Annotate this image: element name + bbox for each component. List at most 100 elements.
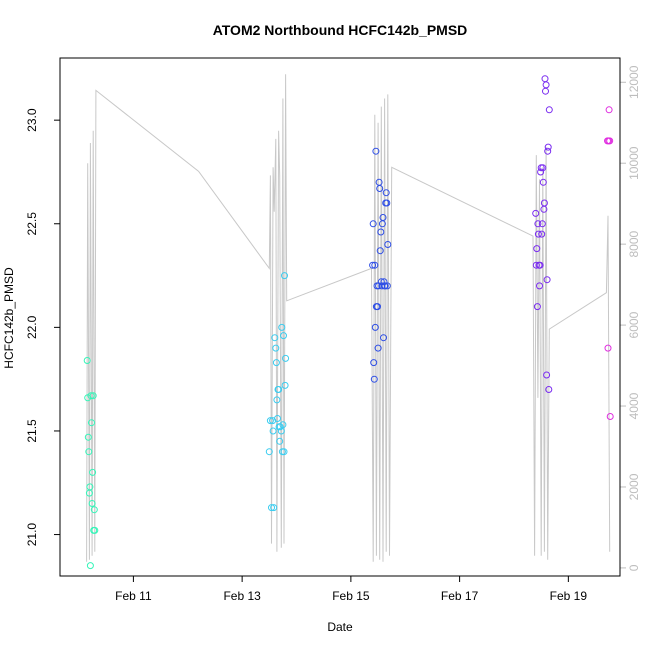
data-point-series-1 xyxy=(86,562,94,570)
y-tick-label: 22.5 xyxy=(25,212,39,236)
data-point-series-3 xyxy=(382,189,390,197)
data-point-series-3 xyxy=(370,359,378,367)
data-point-series-3 xyxy=(379,214,387,221)
data-point-series-3 xyxy=(370,375,378,383)
data-point-series-2 xyxy=(271,334,279,342)
data-point-series-2 xyxy=(277,427,285,435)
data-point-series-4 xyxy=(534,230,542,238)
data-point-series-2 xyxy=(274,415,281,422)
data-point-series-4 xyxy=(541,75,549,83)
data-point-series-2 xyxy=(279,421,287,429)
data-point-series-4 xyxy=(542,81,550,89)
data-point-series-2 xyxy=(272,359,280,367)
data-point-series-4 xyxy=(544,143,552,151)
data-point-series-1 xyxy=(89,468,97,476)
data-point-series-2 xyxy=(281,272,288,280)
data-point-series-4 xyxy=(532,261,540,269)
x-tick-label: Feb 19 xyxy=(550,589,588,603)
data-point-series-2 xyxy=(272,344,280,352)
y2-tick-label: 6000 xyxy=(627,311,641,338)
data-point-series-2 xyxy=(280,448,288,456)
data-point-series-4 xyxy=(545,106,553,114)
data-point-series-3 xyxy=(371,323,379,331)
y2-tick-label: 10000 xyxy=(627,146,641,180)
data-point-series-2 xyxy=(276,437,284,445)
data-point-series-3 xyxy=(378,282,386,290)
data-point-series-4 xyxy=(533,303,541,311)
data-point-series-1 xyxy=(91,526,99,534)
y-tick-label: 22.0 xyxy=(25,315,39,339)
data-point-series-2 xyxy=(266,417,274,425)
data-point-series-3 xyxy=(383,282,391,290)
data-point-series-3 xyxy=(376,247,384,255)
x-tick-label: Feb 17 xyxy=(441,589,479,603)
y-tick-label: 23.0 xyxy=(25,108,39,132)
altitude-line xyxy=(86,74,611,562)
data-point-series-5 xyxy=(606,137,614,145)
data-point-series-4 xyxy=(544,147,552,155)
data-point-series-4 xyxy=(539,164,547,172)
data-point-series-4 xyxy=(545,386,553,393)
data-point-series-4 xyxy=(538,230,546,238)
y2-tick-label: 0 xyxy=(627,564,641,571)
x-tick-label: Feb 15 xyxy=(332,589,370,603)
data-point-series-1 xyxy=(88,500,96,507)
data-point-series-5 xyxy=(605,106,613,114)
axes: Feb 11 Feb 13 Feb 15 Feb 17 Feb 19 21.0 21.5 22… xyxy=(25,65,641,603)
data-points xyxy=(83,75,614,570)
data-point-series-3 xyxy=(384,241,392,248)
data-point-series-3 xyxy=(376,185,384,192)
data-point-series-1 xyxy=(88,419,95,427)
data-point-series-3 xyxy=(377,228,385,236)
data-point-series-1 xyxy=(87,392,95,400)
data-point-series-4 xyxy=(536,261,544,269)
data-point-series-2 xyxy=(265,448,273,456)
data-point-series-2 xyxy=(278,323,286,331)
data-point-series-3 xyxy=(374,303,381,311)
data-point-series-3 xyxy=(372,147,380,155)
data-point-series-2 xyxy=(269,427,277,435)
data-point-series-4 xyxy=(542,87,549,95)
x-axis-label: Date xyxy=(327,620,353,634)
x-tick-label: Feb 11 xyxy=(115,589,152,603)
data-point-series-4 xyxy=(532,209,540,217)
y2-tick-label: 12000 xyxy=(627,65,641,99)
data-point-series-1 xyxy=(85,448,93,456)
chart-title: ATOM2 Northbound HCFC142b_PMSD xyxy=(213,22,468,38)
data-point-series-3 xyxy=(381,282,389,290)
data-point-series-2 xyxy=(270,504,278,512)
x-tick-label: Feb 13 xyxy=(223,589,261,603)
data-point-series-4 xyxy=(543,371,551,379)
data-point-series-3 xyxy=(369,261,377,269)
data-point-series-3 xyxy=(369,220,377,228)
data-point-series-4 xyxy=(536,282,543,290)
data-point-series-1 xyxy=(89,392,97,400)
y-axis-label: HCFC142b_PMSD xyxy=(2,267,16,369)
data-point-series-3 xyxy=(371,261,379,269)
y2-tick-label: 2000 xyxy=(627,473,641,500)
data-point-series-4 xyxy=(537,168,545,176)
data-point-series-4 xyxy=(538,220,546,228)
plot-frame xyxy=(59,57,621,577)
data-point-series-5 xyxy=(604,344,612,352)
altitude-series xyxy=(86,74,611,562)
data-point-series-3 xyxy=(383,199,391,207)
y2-tick-label: 8000 xyxy=(627,230,641,257)
data-point-series-2 xyxy=(282,354,290,362)
data-point-series-5 xyxy=(606,413,614,420)
data-point-series-2 xyxy=(275,386,283,393)
data-point-series-2 xyxy=(268,504,275,512)
data-point-series-1 xyxy=(86,483,94,491)
data-point-series-2 xyxy=(281,381,289,389)
data-point-series-4 xyxy=(543,276,551,284)
y-tick-label: 21.5 xyxy=(25,419,39,443)
data-point-series-4 xyxy=(533,245,541,253)
y2-tick-label: 4000 xyxy=(627,392,641,419)
data-point-series-1 xyxy=(83,357,91,364)
data-point-series-4 xyxy=(534,220,542,228)
data-point-series-4 xyxy=(539,178,547,186)
y-tick-label: 21.0 xyxy=(25,523,39,547)
data-point-series-3 xyxy=(374,344,382,352)
data-point-series-2 xyxy=(280,332,287,340)
